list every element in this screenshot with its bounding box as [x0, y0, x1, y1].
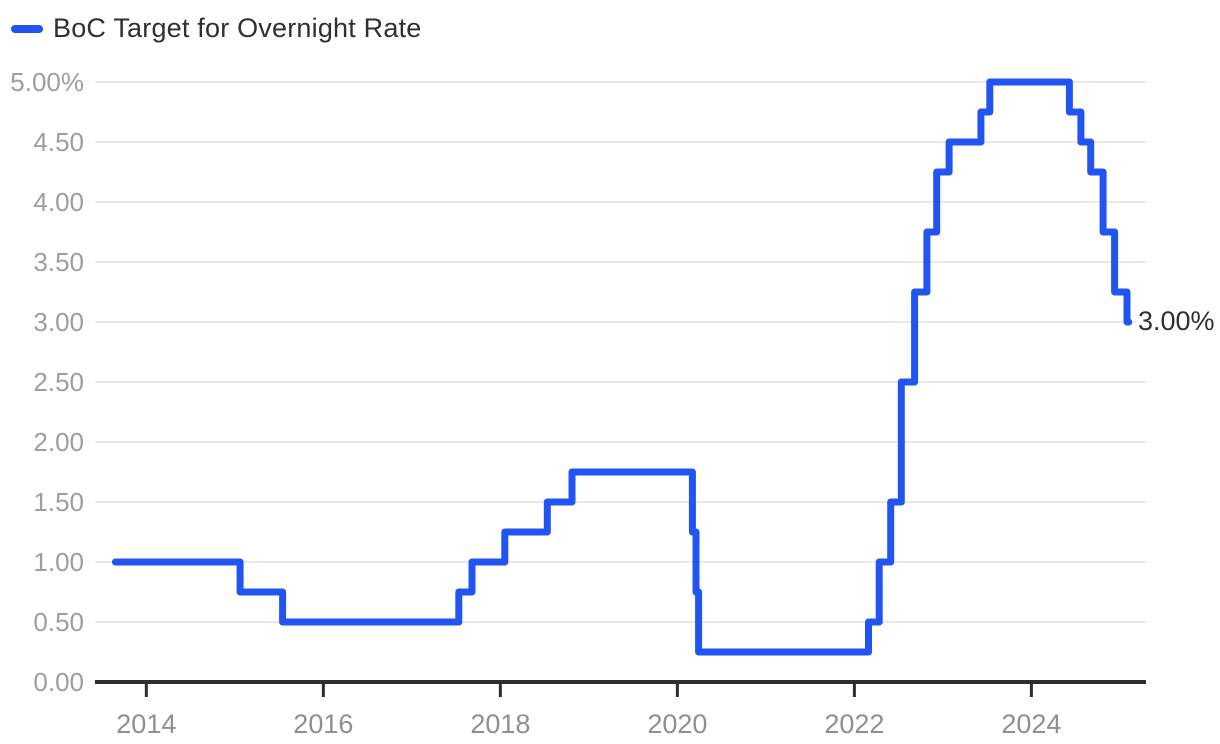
- x-axis-label: 2022: [824, 709, 884, 739]
- y-axis-label: 0.50: [33, 607, 84, 637]
- y-axis-label: 4.00: [33, 187, 84, 217]
- y-axis-label: 3.00: [33, 307, 84, 337]
- y-axis-label: 1.50: [33, 487, 84, 517]
- end-value-label: 3.00%: [1136, 305, 1215, 337]
- x-axis-label: 2016: [293, 709, 353, 739]
- y-axis-label: 5.00%: [10, 67, 84, 97]
- y-axis-label: 2.00: [33, 427, 84, 457]
- legend: BoC Target for Overnight Rate: [11, 13, 421, 44]
- legend-label: BoC Target for Overnight Rate: [53, 13, 422, 43]
- y-axis-label: 3.50: [33, 247, 84, 277]
- y-axis-label: 1.00: [33, 547, 84, 577]
- x-axis-label: 2020: [647, 709, 707, 739]
- x-axis-label: 2014: [116, 709, 176, 739]
- x-axis-label: 2024: [1001, 709, 1061, 739]
- legend-line-swatch: [11, 24, 43, 33]
- y-axis-label: 4.50: [33, 127, 84, 157]
- rate-step-line: [111, 78, 1133, 656]
- y-axis-label: 0.00: [33, 667, 84, 697]
- y-axis-label: 2.50: [33, 367, 84, 397]
- x-axis-label: 2018: [470, 709, 530, 739]
